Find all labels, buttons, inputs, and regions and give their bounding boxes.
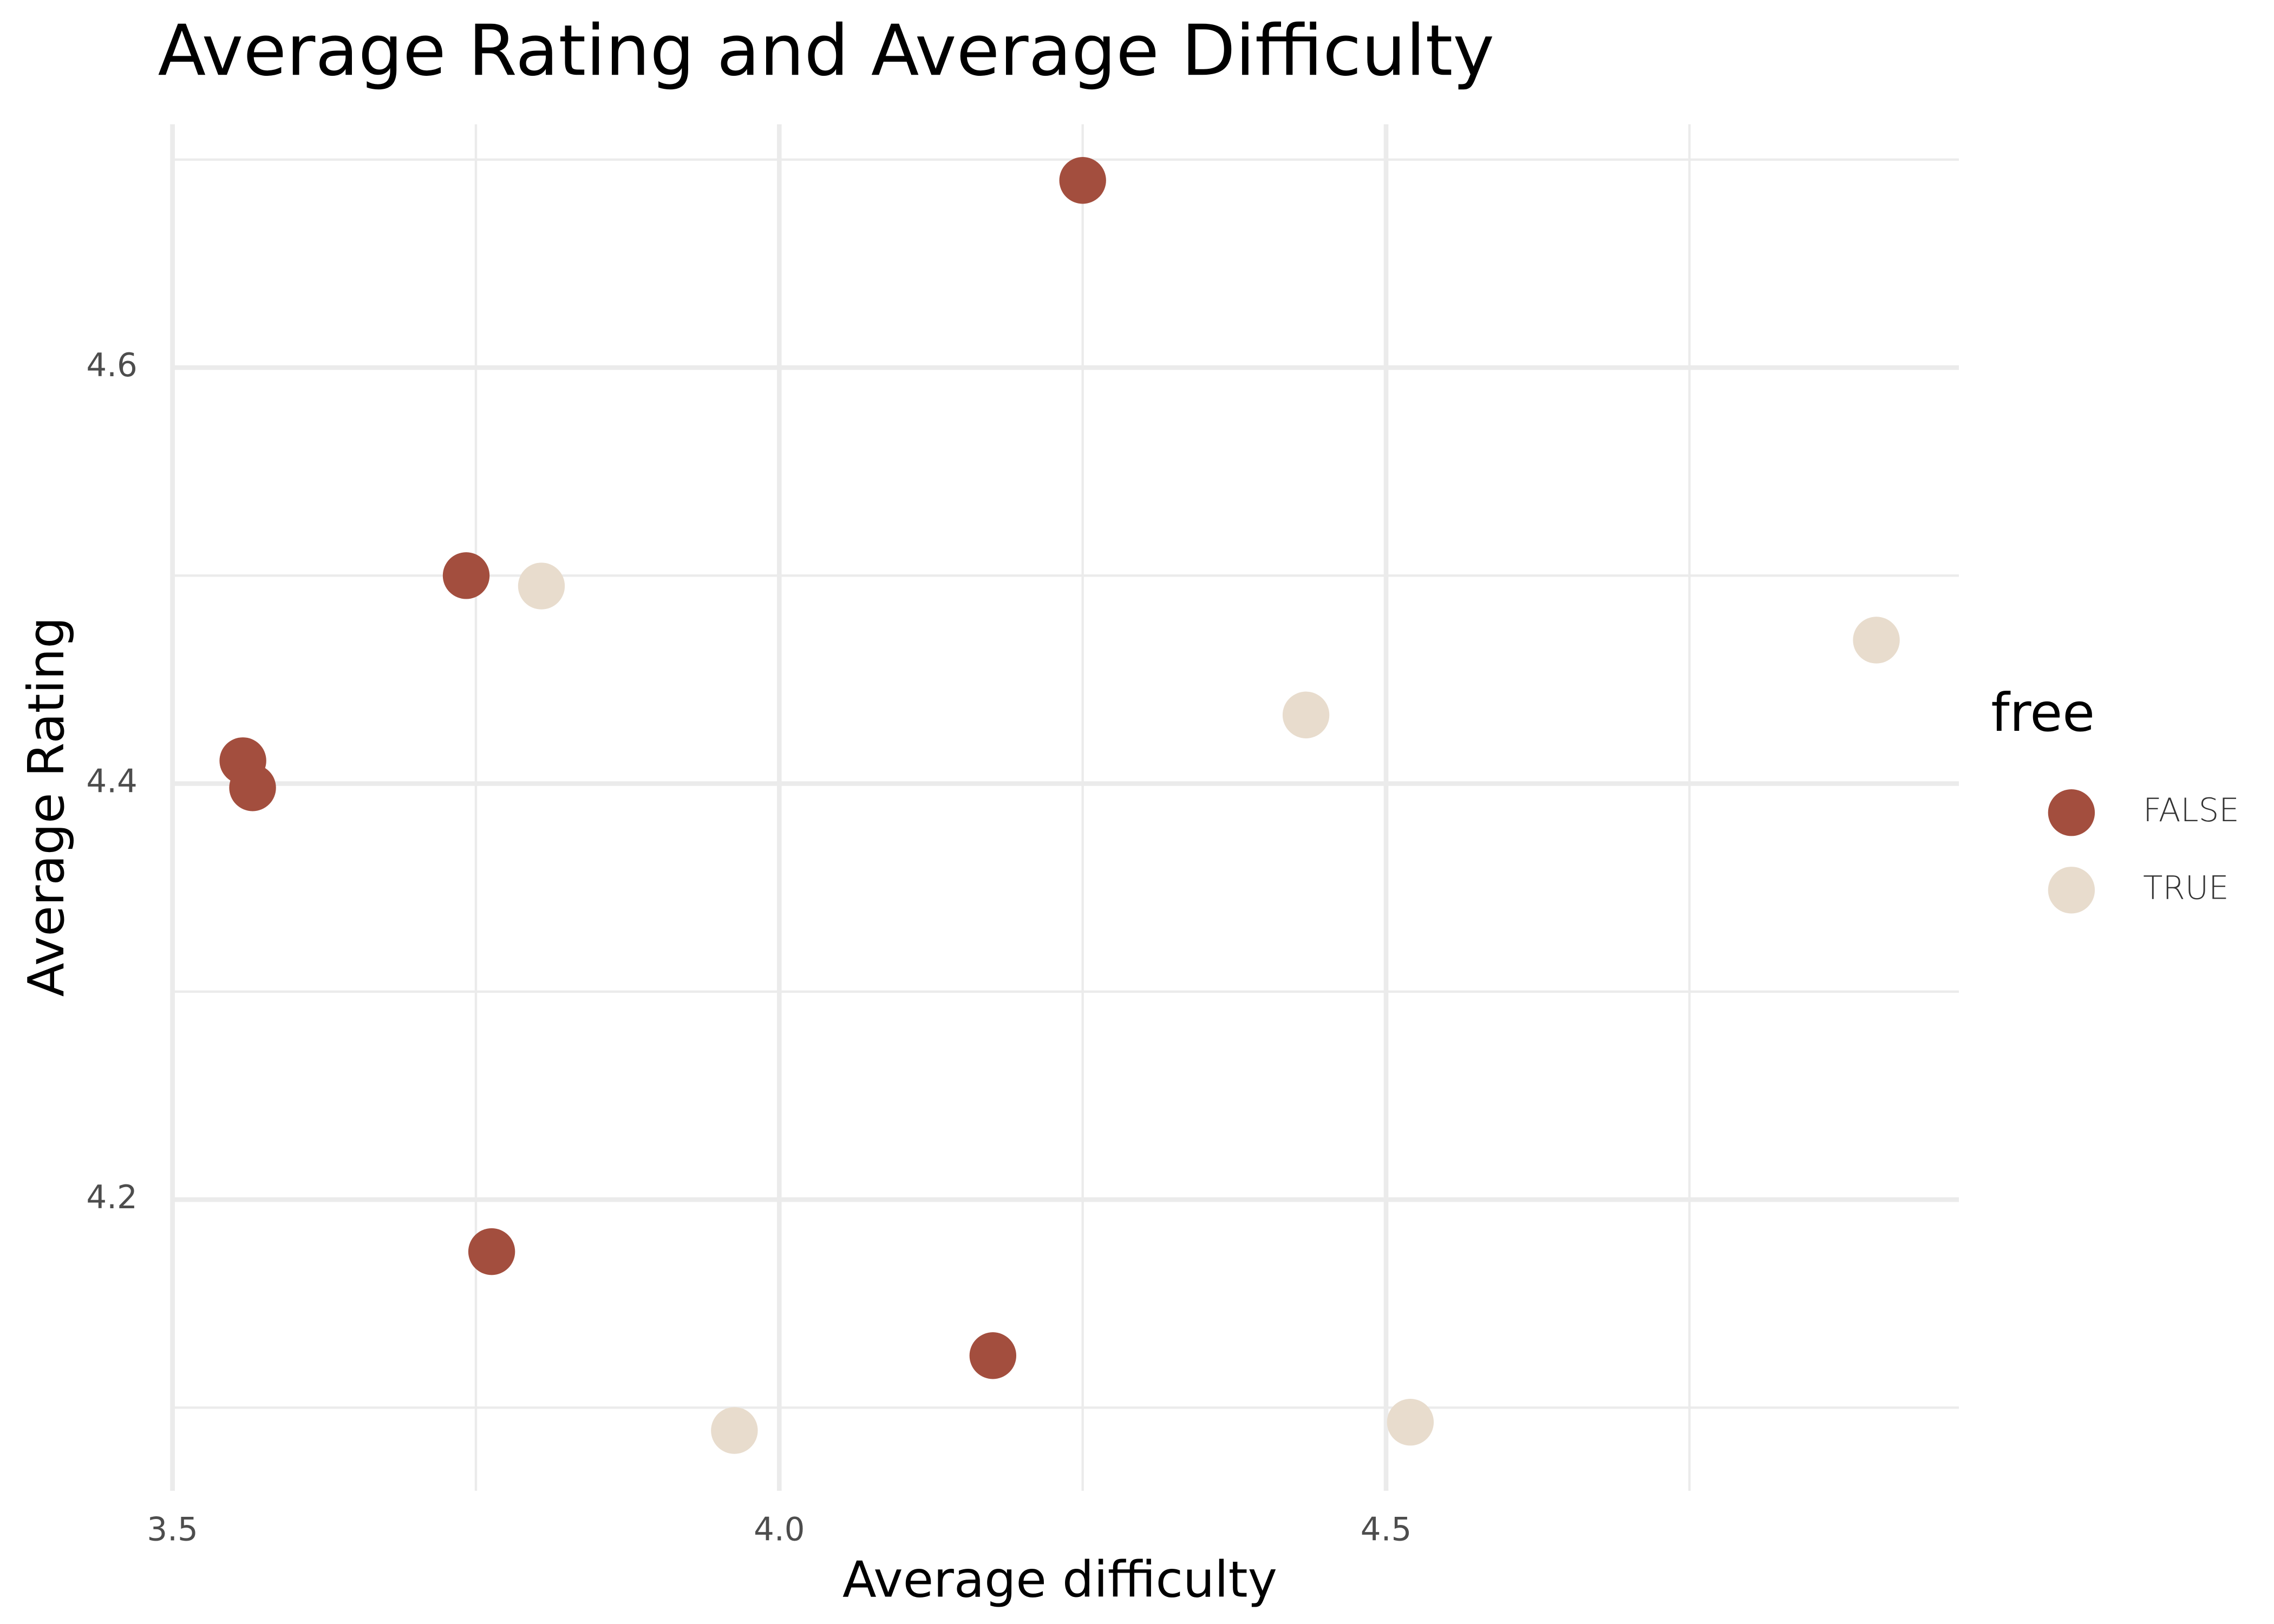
point [1282, 691, 1330, 738]
chart-title: Average Rating and Average Difficulty [158, 10, 1494, 91]
point [229, 764, 276, 811]
y-tick-label: 4.6 [86, 347, 137, 384]
y-axis-title: Average Rating [17, 617, 75, 997]
x-tick-label: 4.5 [1361, 1511, 1412, 1549]
point [442, 552, 490, 599]
y-tick-label: 4.4 [86, 763, 137, 801]
legend-label: FALSE [2143, 792, 2239, 829]
point [1059, 157, 1106, 204]
legend-title: free [1991, 682, 2095, 743]
y-tick-label: 4.2 [86, 1179, 137, 1216]
point [711, 1407, 758, 1454]
x-tick-label: 4.0 [754, 1511, 805, 1549]
point [1387, 1398, 1434, 1446]
point [468, 1228, 515, 1275]
point [518, 562, 565, 610]
legend-key [2048, 867, 2095, 914]
legend-label: TRUE [2143, 869, 2229, 907]
x-tick-label: 3.5 [147, 1511, 198, 1549]
point [969, 1332, 1017, 1379]
x-axis-title: Average difficulty [842, 1550, 1277, 1608]
point [1853, 617, 1900, 664]
legend-key [2048, 789, 2095, 836]
